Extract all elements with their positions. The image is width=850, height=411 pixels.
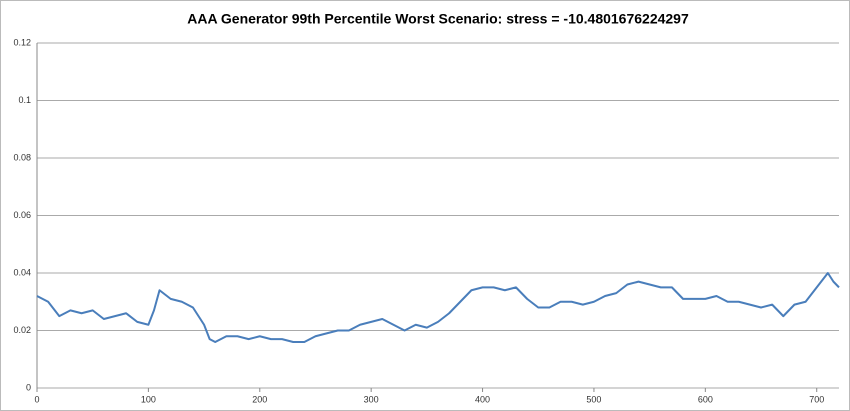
x-tick-label: 600 (698, 394, 713, 404)
y-tick-label: 0.02 (13, 325, 31, 335)
x-tick-label: 200 (252, 394, 267, 404)
y-tick-label: 0.12 (13, 37, 31, 47)
x-tick-label: 700 (809, 394, 824, 404)
x-tick-label: 100 (141, 394, 156, 404)
line-series (36, 272, 840, 343)
y-tick-label: 0.06 (13, 210, 31, 220)
chart-title: AAA Generator 99th Percentile Worst Scen… (187, 11, 689, 27)
y-tick-label: 0.08 (13, 152, 31, 162)
x-tick-label: 0 (34, 394, 39, 404)
y-tick-label: 0.04 (13, 267, 31, 277)
x-tick-label: 300 (364, 394, 379, 404)
y-tick-label: 0 (26, 382, 31, 392)
x-tick-label: 400 (475, 394, 490, 404)
y-tick-label: 0.1 (18, 95, 31, 105)
x-tick-label: 500 (586, 394, 601, 404)
